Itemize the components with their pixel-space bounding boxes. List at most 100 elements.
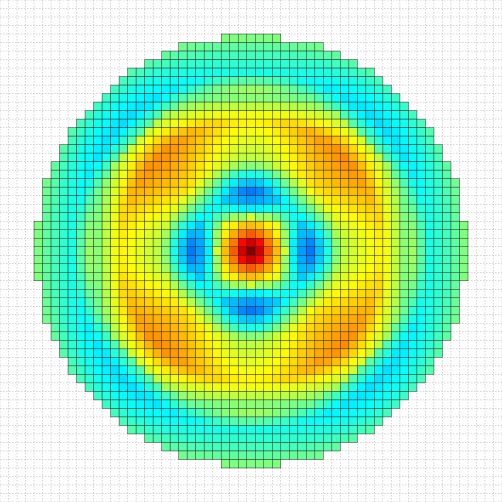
cell (314, 152, 324, 162)
cell (280, 263, 290, 273)
cell (442, 306, 452, 316)
cell (220, 93, 230, 103)
cell (306, 348, 316, 358)
cell (340, 67, 350, 77)
cell (272, 237, 282, 247)
cell (357, 144, 367, 154)
cell (67, 161, 77, 171)
cell (169, 442, 179, 452)
cell (433, 203, 443, 213)
cell (425, 280, 435, 290)
cell (246, 408, 256, 418)
cell (203, 229, 213, 239)
cell (220, 195, 230, 205)
cell (323, 135, 333, 145)
cell (357, 348, 367, 358)
cell (186, 118, 196, 128)
cell (76, 178, 86, 188)
cell (178, 118, 188, 128)
cell (76, 212, 86, 222)
cell (297, 391, 307, 401)
cell (237, 323, 247, 333)
cell (76, 144, 86, 154)
cell (152, 255, 162, 265)
cell (110, 382, 120, 392)
cell (374, 118, 384, 128)
cell (220, 59, 230, 69)
cell (331, 93, 341, 103)
cell (203, 110, 213, 120)
cell (323, 331, 333, 341)
cell (272, 374, 282, 384)
cell (229, 391, 239, 401)
cell (186, 237, 196, 247)
cell (255, 374, 265, 384)
cell (203, 255, 213, 265)
cell (263, 263, 273, 273)
cell (306, 195, 316, 205)
cell (76, 340, 86, 350)
cell (263, 229, 273, 239)
cell (152, 144, 162, 154)
cell (425, 246, 435, 256)
cell (229, 357, 239, 367)
cell (297, 289, 307, 299)
cell (203, 263, 213, 273)
cell (50, 323, 60, 333)
cell (442, 331, 452, 341)
cell (450, 306, 460, 316)
cell (186, 348, 196, 358)
cell (374, 212, 384, 222)
cell (135, 152, 145, 162)
cell (416, 357, 426, 367)
cell (280, 331, 290, 341)
cell (408, 169, 418, 179)
cell (459, 272, 469, 282)
cell (144, 212, 154, 222)
cell (348, 374, 358, 384)
cell (357, 399, 367, 409)
cell (391, 246, 401, 256)
cell (357, 323, 367, 333)
cell (203, 161, 213, 171)
cell (118, 101, 128, 111)
cell (101, 246, 111, 256)
cell (144, 127, 154, 137)
cell (127, 365, 137, 375)
cell (323, 67, 333, 77)
cell (255, 459, 265, 469)
cell (433, 212, 443, 222)
cell (289, 425, 299, 435)
cell (272, 152, 282, 162)
cell (272, 459, 282, 469)
cell (357, 331, 367, 341)
cell (348, 272, 358, 282)
cell (229, 263, 239, 273)
cell (289, 101, 299, 111)
cell (331, 50, 341, 60)
cell (382, 161, 392, 171)
cell (59, 263, 69, 273)
cell (195, 186, 205, 196)
cell (348, 84, 358, 94)
cell (348, 237, 358, 247)
cell (365, 127, 375, 137)
cell (314, 220, 324, 230)
cell (357, 374, 367, 384)
cell (374, 297, 384, 307)
cell (186, 357, 196, 367)
cell (169, 306, 179, 316)
cell (382, 306, 392, 316)
cell (340, 382, 350, 392)
cell (135, 297, 145, 307)
cell (280, 84, 290, 94)
cell (178, 306, 188, 316)
cell (101, 323, 111, 333)
cell (101, 161, 111, 171)
cell (289, 331, 299, 341)
cell (357, 246, 367, 256)
cell (263, 110, 273, 120)
cell (391, 229, 401, 239)
cell (280, 42, 290, 52)
cell (314, 450, 324, 460)
